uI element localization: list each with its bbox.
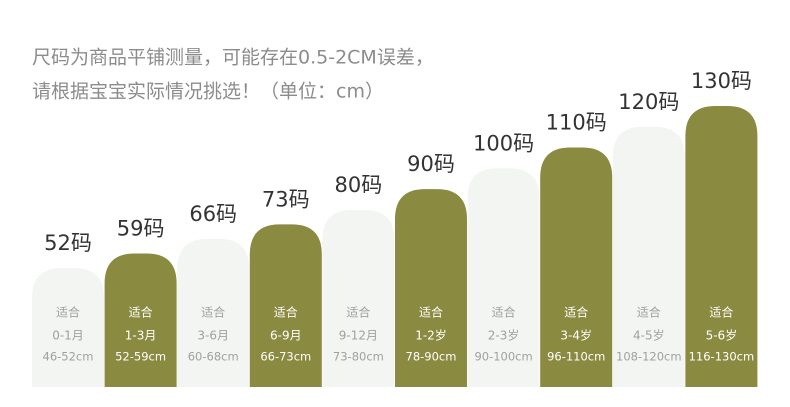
value-label: 100码 [473, 131, 534, 155]
chart-subtitle: 请根据宝宝实际情况挑选！（单位：cm） [32, 81, 384, 103]
value-label: 59码 [117, 216, 165, 240]
height-label: 66-73cm [260, 350, 311, 364]
age-label: 5-6岁 [706, 328, 738, 343]
bar [612, 126, 685, 388]
category-label: 适合 [274, 305, 298, 320]
bar [685, 106, 758, 387]
category-label: 适合 [129, 305, 153, 320]
height-label: 60-68cm [188, 350, 239, 364]
bar [467, 168, 540, 387]
height-label: 116-130cm [689, 350, 755, 364]
age-label: 4-5岁 [633, 328, 665, 343]
age-label: 3-6月 [197, 329, 229, 343]
chart-title: 尺码为商品平铺测量，可能存在0.5-2CM误差， [32, 47, 434, 69]
value-label: 110码 [546, 111, 607, 135]
value-label: 73码 [262, 187, 310, 211]
age-label: 1-3月 [125, 329, 157, 343]
height-label: 78-90cm [406, 350, 457, 364]
bar [177, 238, 250, 387]
age-label: 0-1月 [52, 329, 84, 343]
age-label: 2-3岁 [488, 328, 520, 343]
category-label: 适合 [637, 305, 661, 320]
category-label: 适合 [346, 305, 370, 320]
value-label: 66码 [189, 202, 237, 226]
bar [32, 268, 104, 387]
category-label: 适合 [492, 305, 516, 320]
height-label: 52-59cm [115, 350, 166, 364]
bar [249, 224, 322, 387]
height-label: 108-120cm [616, 350, 682, 364]
category-label: 适合 [709, 305, 733, 320]
value-label: 120码 [618, 90, 679, 114]
category-label: 适合 [201, 305, 225, 320]
bar [540, 147, 613, 387]
height-label: 96-110cm [547, 350, 605, 364]
category-label: 适合 [419, 305, 443, 320]
value-label: 52码 [44, 231, 92, 255]
value-label: 90码 [407, 152, 455, 176]
value-label: 130码 [691, 69, 752, 93]
bar [395, 189, 467, 387]
bar [104, 253, 177, 387]
bar [322, 209, 395, 387]
age-label: 9-12月 [339, 329, 378, 343]
value-label: 80码 [335, 173, 383, 197]
category-label: 适合 [56, 305, 80, 320]
age-label: 3-4岁 [560, 328, 592, 343]
height-label: 46-52cm [43, 350, 94, 364]
category-label: 适合 [564, 305, 588, 320]
height-label: 90-100cm [474, 350, 532, 364]
height-label: 73-80cm [333, 350, 384, 364]
age-label: 1-2岁 [415, 328, 447, 343]
age-label: 6-9月 [270, 329, 302, 343]
